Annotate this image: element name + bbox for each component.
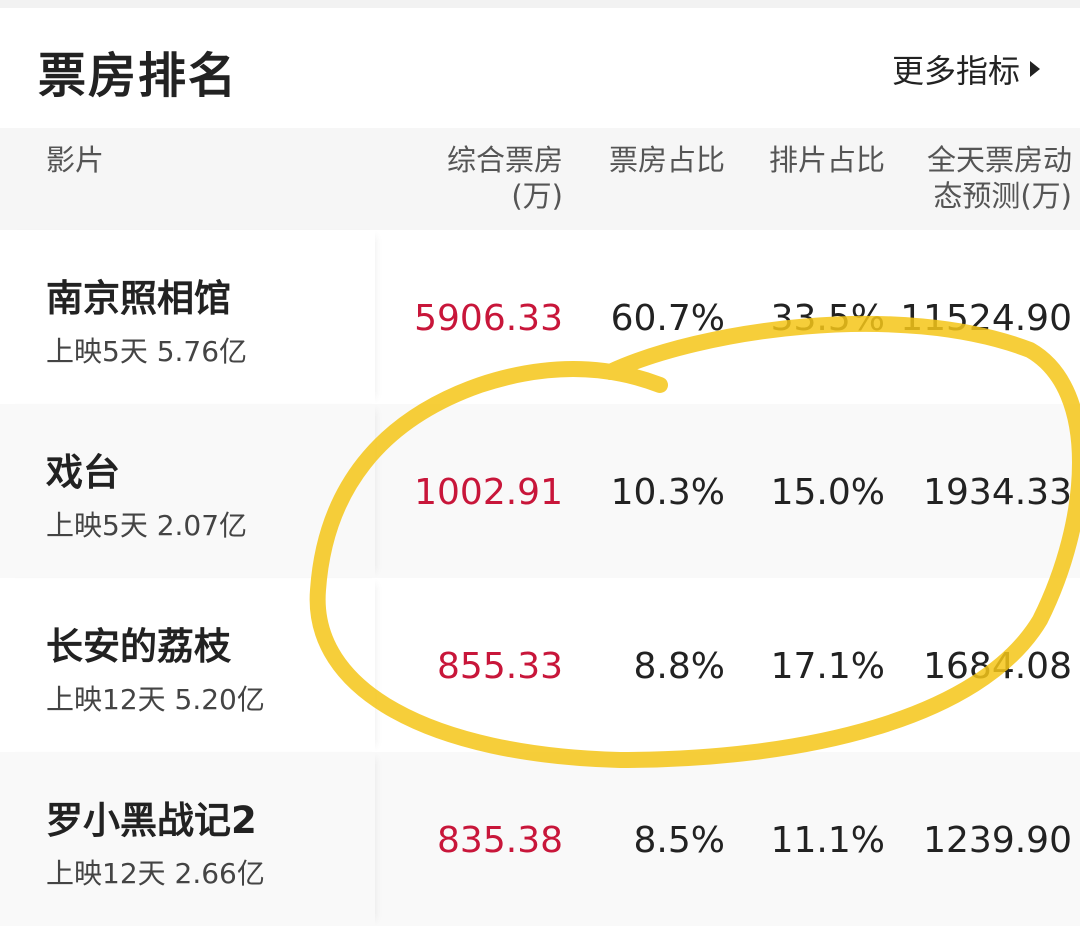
film-name: 长安的荔枝 [46, 625, 231, 668]
box-share-value: 8.8% [633, 646, 725, 687]
film-release-info: 上映5天 5.76亿 [46, 335, 248, 368]
box-office-table: 影片 综合票房 (万) 票房占比 排片占比 全天票房动 态预测(万) 南京照相馆… [0, 128, 1080, 926]
header-forecast-line1: 全天票房动 [926, 143, 1072, 177]
box-share-value: 60.7% [610, 298, 725, 339]
film-name: 罗小黑战记2 [46, 799, 257, 842]
screening-share-value: 33.5% [770, 298, 885, 339]
header-box-share[interactable]: 票房占比 [608, 143, 725, 177]
header-box-office-line2: (万) [511, 179, 563, 213]
box-office-value: 835.38 [437, 820, 563, 861]
forecast-value: 1934.33 [923, 472, 1072, 513]
film-name: 戏台 [46, 451, 120, 494]
header-screening-share[interactable]: 排片占比 [768, 143, 885, 177]
forecast-value: 11524.90 [900, 298, 1072, 339]
header-forecast-line2: 态预测(万) [933, 179, 1072, 213]
header-forecast[interactable]: 全天票房动 态预测(万) [927, 142, 1072, 214]
box-office-value: 855.33 [437, 646, 563, 687]
film-release-info: 上映12天 5.20亿 [46, 683, 265, 716]
header-box-office[interactable]: 综合票房 (万) [447, 142, 563, 214]
box-share-value: 8.5% [633, 820, 725, 861]
film-release-info: 上映12天 2.66亿 [46, 857, 265, 890]
more-metrics-label: 更多指标 [891, 52, 1020, 90]
table-row[interactable]: 戏台 上映5天 2.07亿 1002.91 10.3% 15.0% 1934.3… [0, 404, 1080, 578]
forecast-value: 1239.90 [923, 820, 1072, 861]
film-release-info: 上映5天 2.07亿 [46, 509, 248, 542]
header-box-office-line1: 综合票房 [446, 143, 563, 177]
box-office-value: 1002.91 [414, 472, 563, 513]
screening-share-value: 11.1% [770, 820, 885, 861]
header-film: 影片 [46, 143, 105, 177]
film-name: 南京照相馆 [46, 277, 231, 320]
table-header: 影片 综合票房 (万) 票房占比 排片占比 全天票房动 态预测(万) [0, 128, 1080, 230]
box-share-value: 10.3% [610, 472, 725, 513]
more-metrics-button[interactable]: 更多指标 [892, 46, 1040, 92]
table-row[interactable]: 长安的荔枝 上映12天 5.20亿 855.33 8.8% 17.1% 1684… [0, 578, 1080, 752]
forecast-value: 1684.08 [923, 646, 1072, 687]
screening-share-value: 15.0% [770, 472, 885, 513]
table-row[interactable]: 罗小黑战记2 上映12天 2.66亿 835.38 8.5% 11.1% 123… [0, 752, 1080, 926]
table-row[interactable]: 南京照相馆 上映5天 5.76亿 5906.33 60.7% 33.5% 115… [0, 230, 1080, 404]
triangle-right-icon [1030, 61, 1040, 77]
screening-share-value: 17.1% [770, 646, 885, 687]
page-title: 票房排名 [38, 48, 239, 104]
box-office-value: 5906.33 [414, 298, 563, 339]
top-divider [0, 0, 1080, 8]
